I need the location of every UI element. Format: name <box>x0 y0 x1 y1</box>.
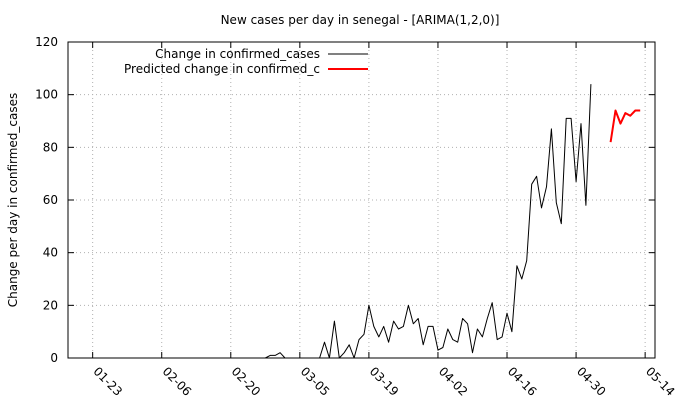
chart-title: New cases per day in senegal - [ARIMA(1,… <box>221 13 500 27</box>
y-tick-label: 100 <box>35 88 58 102</box>
legend: Change in confirmed_cases Predicted chan… <box>124 47 368 76</box>
x-tick-label: 03-05 <box>298 364 333 399</box>
series-line-observed <box>265 84 592 359</box>
x-tick-label: 04-02 <box>436 364 471 399</box>
legend-label-predicted: Predicted change in confirmed_c <box>124 62 320 76</box>
series-layer <box>265 84 641 359</box>
x-tick-label: 02-06 <box>160 364 195 399</box>
y-tick-label: 60 <box>43 193 58 207</box>
y-axis-label: Change per day in confirmed_cases <box>6 93 20 308</box>
grid-layer <box>68 42 655 358</box>
x-tick-label: 04-16 <box>505 364 540 399</box>
series-line-predicted <box>609 109 641 143</box>
x-tick-label: 05-14 <box>643 364 678 399</box>
tick-layer: 0 20 40 60 80 100 120 01-23 02-06 02-20 03-05 03-19… <box>35 35 677 399</box>
legend-label-observed: Change in confirmed_cases <box>155 47 320 61</box>
y-tick-label: 80 <box>43 140 58 154</box>
x-tick-label: 04-30 <box>574 364 609 399</box>
y-tick-label: 20 <box>43 298 58 312</box>
y-tick-label: 40 <box>43 246 58 260</box>
x-tick-label: 01-23 <box>91 364 126 399</box>
x-tick-label: 03-19 <box>367 364 402 399</box>
y-tick-label: 0 <box>50 351 58 365</box>
y-tick-label: 120 <box>35 35 58 49</box>
x-tick-label: 02-20 <box>229 364 264 399</box>
